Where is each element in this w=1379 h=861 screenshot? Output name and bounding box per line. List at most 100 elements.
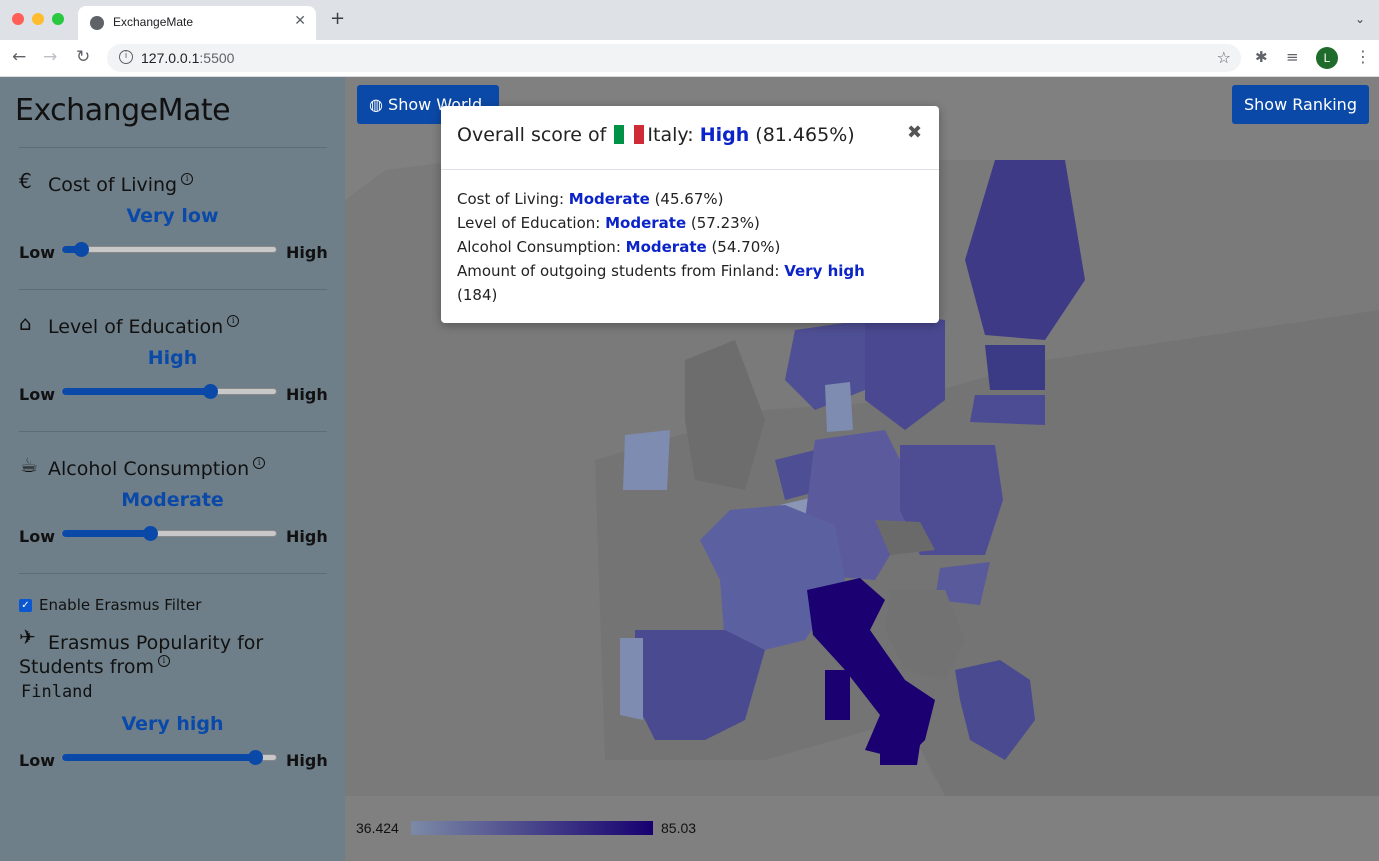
country-finland[interactable] [965,160,1085,340]
high-label: High [286,385,328,404]
app-brand: ExchangeMate [15,93,231,128]
info-icon[interactable]: i [157,655,170,667]
country-spain[interactable] [635,630,765,740]
close-window-button[interactable] [12,13,24,25]
tab-close-icon[interactable]: ✕ [294,13,306,29]
erasmus-country: Finland [21,682,93,702]
erasmus-filter-checkbox[interactable]: ✓ [19,599,32,612]
globe-icon [90,16,104,30]
modal-country: Italy [647,124,688,146]
color-legend: 36.424 85.03 [345,796,1379,861]
beer-mug-icon: ☕ [20,453,38,477]
divider [19,147,327,148]
score-row-students: Amount of outgoing students from Finland… [457,262,865,304]
modal-overall-level: High [699,124,750,146]
alcohol-slider[interactable] [61,526,277,541]
country-poland[interactable] [900,445,1003,555]
country-hungary[interactable] [935,562,990,605]
high-label: High [286,243,328,262]
browser-tab[interactable]: ExchangeMate ✕ [78,6,316,40]
country-greece[interactable] [955,660,1035,760]
media-controls-icon[interactable]: ≡ [1286,48,1299,66]
back-arrow-icon[interactable]: ← [12,47,27,67]
alcohol-title: Alcohol Consumption i [48,457,266,481]
country-score-modal: Overall score of Italy: High (81.465%) ✖… [441,106,939,323]
divider [19,289,327,290]
country-france[interactable] [700,505,845,650]
profile-avatar[interactable]: L [1316,47,1338,69]
education-slider[interactable] [61,384,277,399]
tab-search-button[interactable]: ⌄ [1354,12,1365,26]
browser-toolbar: ← → ↻ i 127.0.0.1:5500 ☆ ✱ ≡ L ⋮ [0,40,1379,77]
legend-max: 85.03 [661,820,697,836]
reload-icon[interactable]: ↻ [76,47,91,67]
cost-of-living-slider[interactable] [61,242,277,257]
country-ireland[interactable] [623,430,670,490]
modal-body: Cost of Living: Moderate (45.67%) Level … [457,187,923,307]
globe-icon: ◍ [369,95,389,114]
alcohol-value: Moderate [121,489,224,511]
country-czech [875,520,935,555]
euro-icon: € [19,169,32,193]
score-row-cost: Cost of Living: Moderate (45.67%) [457,190,724,208]
country-italy[interactable] [807,578,935,760]
legend-gradient [411,821,653,835]
graduation-cap-icon: ⌂ [19,311,32,335]
low-label: Low [19,385,55,404]
erasmus-title-line1: Erasmus Popularity for [48,632,264,654]
low-label: Low [19,243,55,262]
erasmus-slider[interactable] [61,750,277,765]
slider-thumb[interactable] [247,750,263,765]
info-icon[interactable]: i [227,315,240,327]
site-info-icon[interactable]: i [119,50,133,64]
country-denmark[interactable] [825,382,853,432]
more-menu-icon[interactable]: ⋮ [1355,47,1371,66]
education-title: Level of Education i [48,315,240,339]
erasmus-value: Very high [121,713,224,735]
address-bar[interactable]: i 127.0.0.1:5500 ☆ [107,44,1241,72]
divider [19,431,327,432]
land-gray [595,310,1379,796]
country-sweden[interactable] [865,310,945,430]
bookmark-star-icon[interactable]: ☆ [1216,48,1231,67]
high-label: High [286,751,328,770]
country-italy-sardinia[interactable] [825,670,850,720]
modal-overall-pct: (81.465%) [755,124,855,146]
cost-of-living-title: Cost of Living i [48,173,194,197]
high-label: High [286,527,328,546]
slider-thumb[interactable] [74,242,90,257]
close-icon[interactable]: ✖ [907,122,923,143]
cost-of-living-value: Very low [126,205,219,227]
slider-thumb[interactable] [202,384,218,399]
country-italy-sicily[interactable] [880,745,920,765]
score-row-alcohol: Alcohol Consumption: Moderate (54.70%) [457,238,781,256]
maximize-window-button[interactable] [52,13,64,25]
erasmus-title-line2: Students from i [19,655,170,679]
country-balkans [885,590,965,680]
minimize-window-button[interactable] [32,13,44,25]
country-latvia[interactable] [970,395,1045,425]
country-portugal[interactable] [620,638,643,720]
divider [19,573,327,574]
low-label: Low [19,527,55,546]
show-ranking-button[interactable]: Show Ranking [1232,85,1369,124]
italy-flag-icon [614,125,645,144]
url-text[interactable]: 127.0.0.1:5500 [141,50,235,66]
slider-thumb[interactable] [142,526,158,541]
sidebar: ExchangeMate € Cost of Living i Very low … [0,77,345,861]
browser-tab-bar: ExchangeMate ✕ + ⌄ [0,0,1379,40]
extensions-puzzle-icon[interactable]: ✱ [1255,48,1268,66]
erasmus-filter-label[interactable]: Enable Erasmus Filter [39,596,202,614]
low-label: Low [19,751,55,770]
airplane-icon: ✈ [19,625,36,649]
new-tab-button[interactable]: + [330,8,346,29]
score-row-education: Level of Education: Moderate (57.23%) [457,214,760,232]
legend-min: 36.424 [356,820,399,836]
modal-header: Overall score of Italy: High (81.465%) ✖ [441,106,939,170]
modal-title: Overall score of Italy: High (81.465%) [457,124,855,146]
country-uk [685,340,765,490]
info-icon[interactable]: i [181,173,194,185]
country-estonia[interactable] [985,345,1045,390]
info-icon[interactable]: i [253,457,266,469]
forward-arrow-icon[interactable]: → [43,47,58,67]
